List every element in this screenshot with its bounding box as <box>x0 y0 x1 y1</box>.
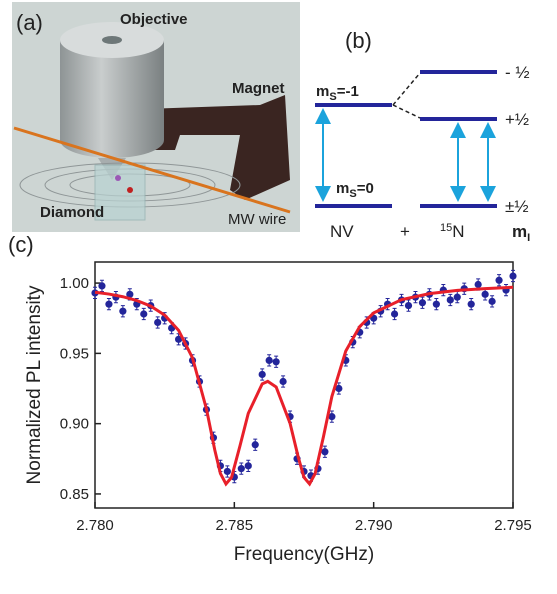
data-point <box>223 467 231 476</box>
data-point <box>251 441 259 449</box>
data-point <box>467 300 475 308</box>
data-point <box>98 282 106 290</box>
data-point <box>432 300 440 308</box>
data-point <box>488 297 496 305</box>
x-axis-label: Frequency(GHz) <box>234 544 374 565</box>
annotation: + <box>400 222 410 241</box>
x-tick-label: 2.790 <box>355 517 393 534</box>
y-tick-label: 1.00 <box>60 275 89 292</box>
diamond-crystal <box>94 164 146 221</box>
data-point <box>509 272 517 280</box>
data-point <box>140 310 148 318</box>
data-point <box>335 384 343 393</box>
x-tick-label: 2.785 <box>216 517 254 534</box>
y-tick-label: 0.85 <box>60 486 89 503</box>
y-tick-label: 0.90 <box>60 416 89 433</box>
data-point <box>495 276 503 284</box>
data-point <box>175 335 183 343</box>
data-point <box>244 462 252 470</box>
data-point <box>474 280 482 289</box>
data-point <box>258 370 266 379</box>
annotation: mI <box>512 222 530 244</box>
annotation: Objective <box>120 11 188 28</box>
panel-label: (a) <box>16 10 43 35</box>
data-point <box>105 300 113 308</box>
level-label: mS=-1 <box>316 83 359 103</box>
x-tick-label: 2.780 <box>76 517 114 534</box>
plot-frame <box>94 261 514 509</box>
panel-label: (c) <box>8 232 34 257</box>
y-tick-label: 0.95 <box>60 345 89 362</box>
mw-wire <box>13 126 291 214</box>
annotation: 15N <box>440 222 465 241</box>
objective-body <box>60 40 164 158</box>
data-point <box>328 413 336 421</box>
data-point <box>237 465 245 473</box>
data-point <box>321 448 329 456</box>
data-point <box>265 356 273 364</box>
panel-label: (b) <box>345 28 372 53</box>
data-point <box>418 299 427 307</box>
data-point <box>404 301 413 310</box>
y-axis-label: Normalized PL intensity <box>24 285 45 484</box>
energy-levels <box>315 70 497 208</box>
level-label: +½ <box>505 110 529 129</box>
data-point <box>481 290 489 298</box>
level-label: mS=0 <box>336 180 374 200</box>
splitting-lines <box>392 72 421 119</box>
annotation: NV <box>330 222 354 241</box>
fit-line <box>94 285 514 487</box>
annotation: Magnet <box>232 80 285 97</box>
data-point <box>453 293 461 301</box>
annotation: MW wire <box>228 211 286 228</box>
level-label: ±½ <box>505 197 529 216</box>
level-label: - ½ <box>505 63 530 82</box>
x-tick-label: 2.795 <box>494 517 532 534</box>
atom <box>127 187 133 193</box>
data-point <box>279 377 287 386</box>
data-point <box>390 310 399 318</box>
data-point <box>154 318 162 327</box>
annotation: Diamond <box>40 204 104 221</box>
data-point <box>126 290 134 298</box>
data-point <box>119 307 127 315</box>
data-point <box>446 296 454 304</box>
transition-arrows <box>315 108 496 202</box>
atom <box>115 175 121 181</box>
lens <box>102 36 122 44</box>
plot: 2.780 2.785 2.790 2.795 0.85 0.90 0.95 1.00 <box>60 269 532 534</box>
data-point <box>272 358 280 366</box>
